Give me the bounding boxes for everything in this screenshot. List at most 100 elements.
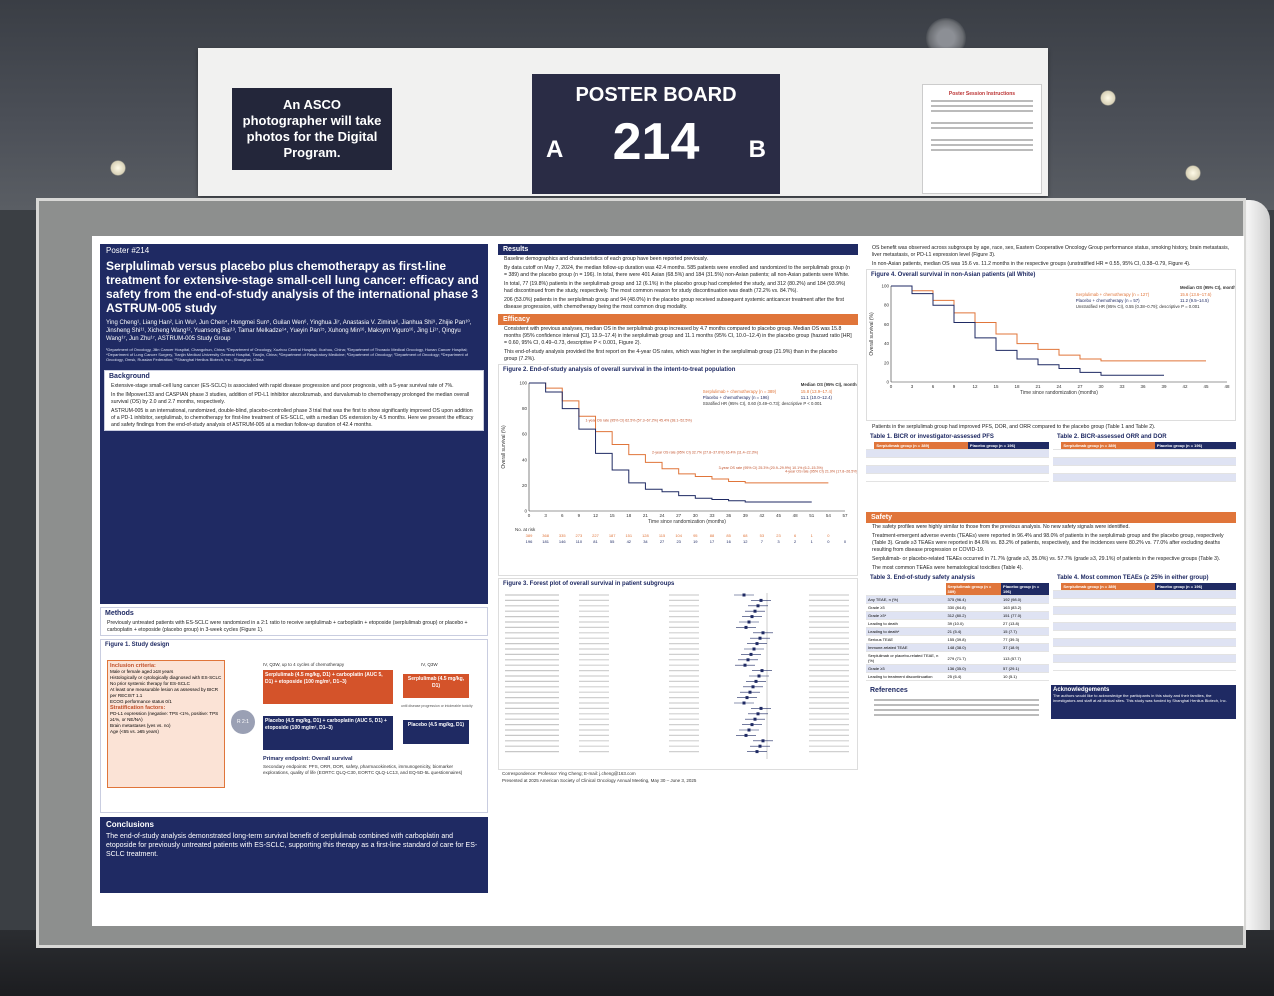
tables-3-4: Table 3. End-of-study safety analysis Se… [866,573,1236,681]
median-value: 11.1 (10.0–12.4) [801,395,833,400]
figure4: Figure 4. Overall survival in non-Asian … [866,269,1239,421]
forest-point [754,679,758,683]
table-row: Leading to treatment discontinuation 25 (… [866,672,1049,681]
median-label: Median OS (95% CI), months [1180,285,1235,290]
forest-point [760,669,764,673]
forest-point [748,690,752,694]
y-tick-label: 80 [884,303,890,308]
safety-item: The most common TEAEs were hematological… [872,565,1023,571]
forest-plot [505,593,849,759]
until-note: until disease progression or intolerable… [401,704,473,708]
table-cell: 37 (18.9) [1001,643,1049,652]
x-axis-label: Time since randomization (months) [1020,390,1098,396]
secondary-endpoints: Secondary endpoints: PFS, ORR, DOR, safe… [263,764,463,775]
table2-grid: Serplulimab group (n = 389) Placebo group… [1053,442,1236,482]
acknowledgements-box: Acknowledgements The authors would like … [1051,685,1236,719]
poster: Poster #214 Serplulimab versus placebo p… [92,236,1244,926]
figure2-title: Figure 2. End-of-study analysis of overa… [503,367,736,373]
photographer-note: An ASCO photographer will take photos fo… [232,88,392,170]
os-rate-annotation: 2-year OS rate (95% CI) 32.7% (27.8–37.6… [652,450,758,454]
background-heading: Background [109,373,150,380]
arm1-maintenance: Serplulimab (4.5 mg/kg, D1) [403,674,469,698]
results-item: In total, 77 (19.8%) patients in the ser… [504,281,846,294]
table-cell: 163 (83.2) [1001,603,1049,612]
median-value: 15.6 (13.6–17.6) [1180,292,1212,297]
table-cell: 39 (10.0) [945,619,1002,628]
y-tick-label: 100 [519,381,527,386]
y-tick-label: 20 [522,483,528,488]
pfs-note: Patients in the serplulimab group had im… [872,424,1156,430]
forest-point [756,712,760,716]
x-tick-label: 3 [544,513,547,518]
forest-point [750,723,754,727]
poster-title: Serplulimab versus placebo plus chemothe… [106,259,479,315]
y-tick-label: 0 [524,509,527,514]
arm2-maintenance: Placebo (4.5 mg/kg, D1) [403,720,469,744]
table-cell: 27 (13.8) [1001,619,1049,628]
forest-point [745,696,749,700]
median-value: 11.2 (9.5–14.5) [1180,298,1209,303]
references-heading: References [870,687,908,694]
legend-entry: Placebo + chemotherapy (n = 57) [1076,298,1140,303]
methods-item: Previously untreated patients with ES-SC… [107,620,468,633]
table-cell: Leading to treatment discontinuation [866,672,946,681]
table-cell: Grade ≥3* [866,611,946,620]
forest-point [758,636,762,640]
arm1-header: IV, Q3W, up to 4 cycles of chemotherapy [263,662,345,667]
at-risk-count: 1 [811,533,814,538]
table-cell: Immune-related TEAE [866,643,946,652]
x-tick-label: 9 [953,384,956,389]
forest-point [750,615,754,619]
background-item: In the IMpower133 and CASPIAN phase 3 st… [111,392,470,405]
background-item: ASTRUM-005 is an international, randomiz… [111,408,474,428]
references-box: References [866,685,1047,719]
x-tick-label: 12 [972,384,978,389]
table-cell: 136 (35.0) [945,664,1002,673]
background-item: Extensive-stage small-cell lung cancer (… [111,383,454,389]
results-item: By data cutoff on May 7, 2024, the media… [504,265,850,278]
forest-point [755,750,759,754]
presented-at: Presented at 2025 American Society of Cl… [502,778,697,783]
x-tick-label: 39 [1161,384,1167,389]
table-cell: Serplulimab or placebo-related TEAE, n (… [866,651,946,665]
table-cell: 113 (57.7) [1001,651,1049,665]
y-tick-label: 80 [522,406,528,411]
strat-item: PD-L1 expression (negative: TPS <1%, pos… [110,711,219,722]
board-number: 214 [612,113,700,171]
table2: Table 2. BICR-assessed ORR and DOR Serpl… [1053,432,1236,512]
table-cell: 279 (71.7) [945,651,1002,665]
forest-point [758,744,762,748]
x-tick-label: 48 [1224,384,1230,389]
os-rate-annotation: 1-year OS rate (95% CI) 62.5% (57.3–67.2… [586,418,692,422]
x-tick-label: 21 [1035,384,1041,389]
conclusions-heading: Conclusions [106,820,155,829]
results-heading: Results [498,244,858,255]
safety-item: Treatment-emergent adverse events (TEAEs… [872,533,1224,553]
efficacy-heading: Efficacy [498,314,858,325]
at-risk-count: 104 [675,533,682,538]
y-tick-label: 40 [522,457,528,462]
correspondence: Correspondence: Professor Ying Cheng; E-… [502,771,636,776]
inclusion-item: No prior systemic therapy for ES-SCLC [110,681,190,686]
forest-point [759,598,763,602]
at-risk-count: 181 [542,539,549,544]
safety-item: The safety profiles were highly similar … [872,524,1130,530]
x-tick-label: 15 [993,384,999,389]
hazard-ratio: Unstratified HR (95% CI), 0.55 (0.38–0.7… [1076,304,1200,309]
figure3: Figure 3. Forest plot of overall surviva… [498,578,858,770]
table-cell: 57 (29.1) [1001,664,1049,673]
table-cell: Serious TEAE [866,635,946,644]
y-tick-label: 60 [522,432,528,437]
x-tick-label: 42 [759,513,765,518]
at-risk-count: 3 [777,539,780,544]
x-tick-label: 45 [776,513,782,518]
table4: Table 4. Most common TEAEs (≥ 25% in eit… [1053,573,1236,681]
figure4-title: Figure 4. Overall survival in non-Asian … [871,272,1036,278]
table-cell: 151 (77.0) [1001,611,1049,620]
safety-item: Serplulimab- or placebo-related TEAEs oc… [872,556,1221,562]
forest-point [757,674,761,678]
study-design-box: Figure 1. Study design Inclusion criteri… [100,639,488,813]
km-curve-placebo [529,382,812,503]
poster-authors: Ying Cheng¹, Liang Han², Lin Wu³, Jun Ch… [106,320,472,342]
at-risk-count: 115 [659,533,666,538]
